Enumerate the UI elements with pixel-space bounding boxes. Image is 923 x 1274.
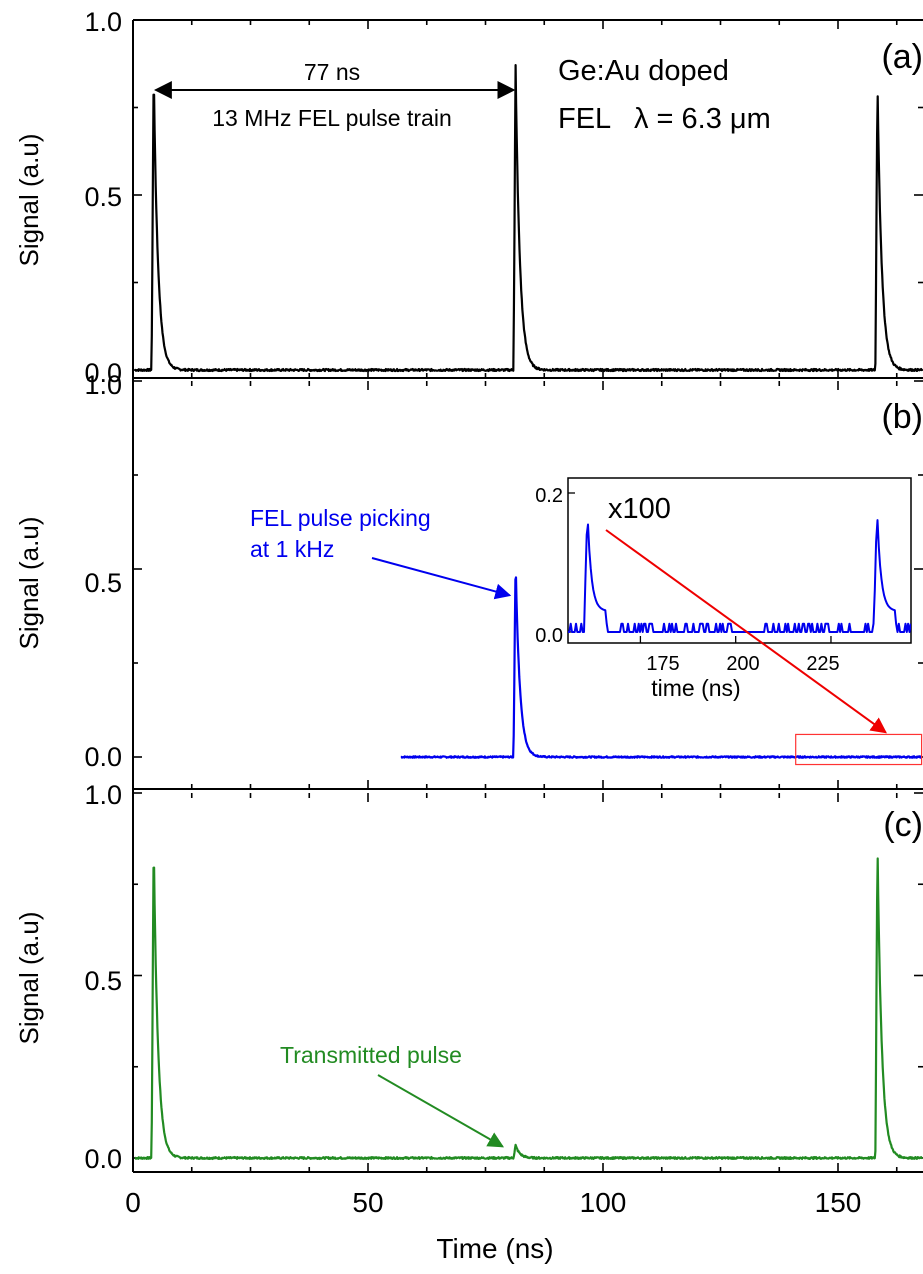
transmitted-pulse-arrow [377,1074,505,1148]
y-tick-label-b-0: 0.0 [84,742,122,772]
x-tick-label-1: 50 [352,1187,383,1218]
panel-label-c: (c) [883,806,923,844]
panel-label-a: (a) [881,38,923,76]
y-tick-label-a-1: 0.5 [84,182,122,212]
panel-label-b: (b) [881,398,923,436]
x-tick-label-3: 150 [815,1187,862,1218]
y-tick-label-c-1: 0.5 [84,966,122,996]
y-tick-label-c-0: 0.0 [84,1144,122,1174]
y-tick-label-b-2: 1.0 [84,370,122,400]
zoom-arrow [605,529,887,734]
y-tick-label-a-2: 1.0 [84,7,122,37]
pulse-picking-arrow [371,557,512,600]
y-axis-label-c: Signal (a.u) [14,912,44,1045]
ticks-c [132,792,923,1172]
zoom-region-box [795,733,923,766]
y-axis-label-b: Signal (a.u) [14,517,44,650]
y-axis-label-a: Signal (a.u) [14,134,44,267]
signal-trace-a [134,63,923,373]
x-tick-label-0: 0 [125,1187,141,1218]
panel-a: 0.0 0.5 1.0 Signal (a.u) 77 ns 13 MHz FE… [14,7,923,388]
x-axis-label: Time (ns) [436,1233,553,1264]
y-tick-label-b-1: 0.5 [84,568,122,598]
panel-b: 0.0 0.5 1.0 Signal (a.u) FEL pulse picki… [14,370,923,790]
fel-wavelength-prefix: FEL [558,103,611,135]
sample-label: Ge:Au doped [558,55,729,87]
inset-x-tick-label-0: 175 [646,653,679,675]
x-tick-label-2: 100 [580,1187,627,1218]
inset-x-axis-label: time (ns) [651,675,740,701]
pulse-picking-label-2: at 1 kHz [250,536,334,562]
inset-y-tick-label-0: 0.0 [535,625,563,647]
magnification-label: x100 [608,493,671,525]
inset-x-tick-label-2: 225 [806,653,839,675]
inset-frame [567,477,912,644]
ticks-a [132,19,923,378]
inset-y-tick-label-1: 0.2 [535,485,563,507]
panel-c: 0.0 0.5 1.0 Signal (a.u) Transmitted pul… [14,780,923,1174]
inset-x-tick-label-1: 200 [726,653,759,675]
inset-plot: 0.0 0.2 175 200 225 time (ns) x100 [535,477,912,701]
fel-wavelength-value: λ = 6.3 μm [634,103,771,135]
period-value-label: 77 ns [304,59,360,85]
pulse-picking-label-1: FEL pulse picking [250,505,431,531]
signal-trace-c [134,857,923,1160]
pulse-train-label: 13 MHz FEL pulse train [212,105,451,131]
transmitted-pulse-label: Transmitted pulse [280,1042,462,1068]
inset-signal-trace [568,519,911,633]
signal-trace-b [400,576,923,759]
y-tick-label-a-0: 0.0 [84,358,122,388]
y-tick-label-c-2: 1.0 [84,780,122,810]
ticks-b [132,380,923,789]
